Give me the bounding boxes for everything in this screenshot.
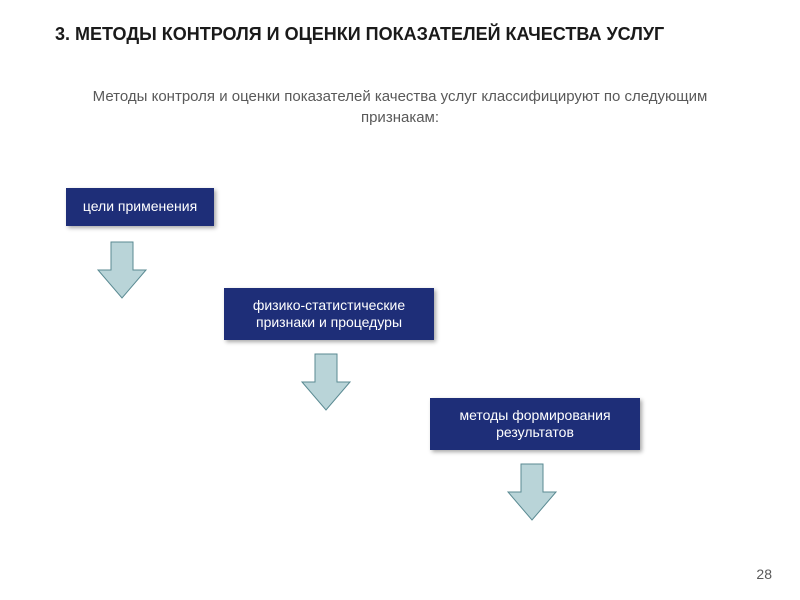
slide: 3. МЕТОДЫ КОНТРОЛЯ И ОЦЕНКИ ПОКАЗАТЕЛЕЙ …: [0, 0, 800, 600]
box-label: физико-статистические признаки и процеду…: [234, 297, 424, 332]
arrow-down-icon: [96, 240, 148, 300]
box-goals: цели применения: [66, 188, 214, 226]
box-results: методы формирования результатов: [430, 398, 640, 450]
page-number: 28: [756, 566, 772, 582]
slide-subtitle: Методы контроля и оценки показателей кач…: [90, 86, 710, 128]
box-physical-stat: физико-статистические признаки и процеду…: [224, 288, 434, 340]
arrow-down-icon: [300, 352, 352, 412]
box-label: методы формирования результатов: [440, 407, 630, 442]
arrow-down-icon: [506, 462, 558, 522]
slide-title: 3. МЕТОДЫ КОНТРОЛЯ И ОЦЕНКИ ПОКАЗАТЕЛЕЙ …: [55, 24, 755, 45]
box-label: цели применения: [83, 198, 197, 216]
